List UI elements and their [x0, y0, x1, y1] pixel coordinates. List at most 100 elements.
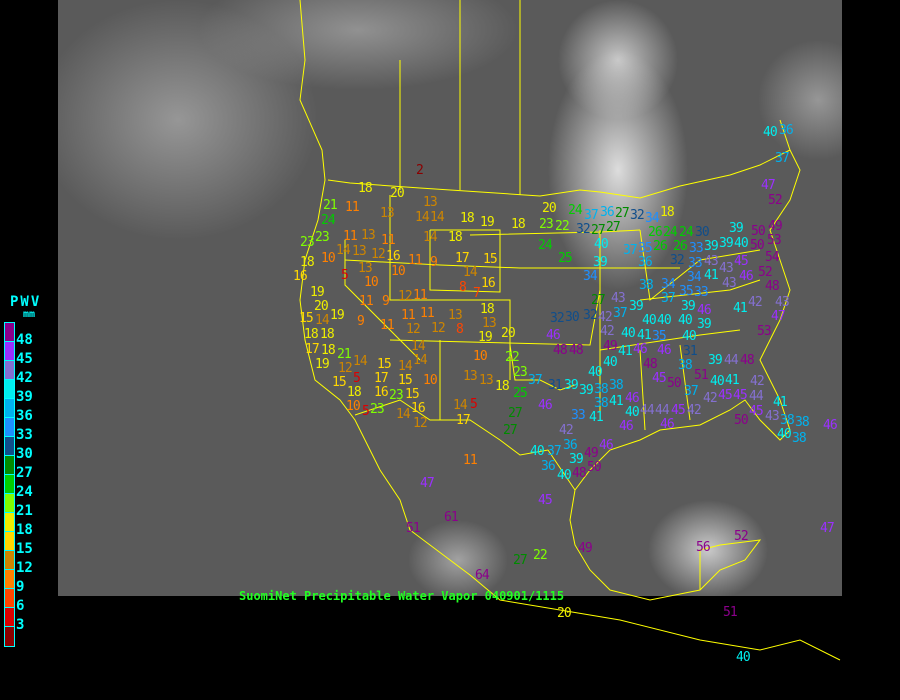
station-pwv-value: 11: [420, 306, 435, 321]
state-line: [389, 195, 511, 380]
station-pwv-value: 15: [398, 373, 413, 388]
station-pwv-value: 5: [353, 371, 361, 386]
station-pwv-value: 40: [594, 237, 609, 252]
station-pwv-value: 13: [380, 206, 395, 221]
station-pwv-value: 18: [358, 181, 373, 196]
station-pwv-value: 40: [557, 468, 572, 483]
legend-label: 27: [16, 465, 33, 481]
station-pwv-value: 37: [684, 384, 699, 399]
station-pwv-value: 9: [430, 255, 438, 270]
station-pwv-value: 50: [750, 238, 765, 253]
station-pwv-value: 21: [323, 198, 338, 213]
station-pwv-value: 14: [463, 265, 478, 280]
station-pwv-value: 53: [757, 324, 772, 339]
station-pwv-value: 15: [332, 375, 347, 390]
station-pwv-value: 17: [456, 413, 471, 428]
station-pwv-value: 50: [667, 376, 682, 391]
legend-label: 9: [16, 579, 25, 595]
station-pwv-value: 23: [513, 365, 528, 380]
station-pwv-value: 39: [708, 353, 723, 368]
station-pwv-value: 33: [571, 408, 586, 423]
station-pwv-value: 27: [513, 553, 528, 568]
gulf-coastline: [574, 119, 801, 491]
station-pwv-value: 11: [359, 294, 374, 309]
station-pwv-value: 36: [779, 123, 794, 138]
station-pwv-value: 35: [652, 329, 667, 344]
station-pwv-value: 42: [559, 423, 574, 438]
station-pwv-value: 27: [615, 206, 630, 221]
station-pwv-value: 46: [619, 419, 634, 434]
station-pwv-value: 38: [609, 378, 624, 393]
station-pwv-value: 42: [600, 324, 615, 339]
station-pwv-value: 32: [550, 311, 565, 326]
station-pwv-value: 24: [679, 225, 694, 240]
station-pwv-value: 45: [718, 388, 733, 403]
state-line: [344, 240, 421, 361]
station-pwv-value: 40: [734, 236, 749, 251]
station-pwv-value: 11: [345, 200, 360, 215]
station-pwv-value: 40: [736, 650, 751, 665]
station-pwv-value: 48: [569, 343, 584, 358]
station-pwv-value: 19: [480, 215, 495, 230]
station-pwv-value: 5: [341, 268, 349, 283]
mexico-coastline: [569, 489, 762, 601]
station-pwv-value: 33: [688, 256, 703, 271]
station-pwv-value: 10: [423, 373, 438, 388]
station-pwv-value: 46: [660, 417, 675, 432]
station-pwv-value: 49: [768, 219, 783, 234]
station-pwv-value: 44: [724, 353, 739, 368]
station-pwv-value: 48: [643, 357, 658, 372]
station-pwv-value: 40: [682, 329, 697, 344]
station-pwv-value: 45: [733, 388, 748, 403]
legend-title: PWV: [10, 294, 42, 310]
station-pwv-value: 37: [775, 151, 790, 166]
station-pwv-value: 45: [538, 493, 553, 508]
station-pwv-value: 39: [704, 239, 719, 254]
station-pwv-value: 13: [358, 261, 373, 276]
station-pwv-value: 46: [599, 438, 614, 453]
station-pwv-value: 30: [695, 225, 710, 240]
station-pwv-value: 48: [765, 279, 780, 294]
legend-label: 3: [16, 617, 25, 633]
station-pwv-value: 24: [568, 203, 583, 218]
station-pwv-value: 37: [547, 444, 562, 459]
station-pwv-value: 24: [321, 213, 336, 228]
station-pwv-value: 47: [420, 476, 435, 491]
station-pwv-value: 25: [513, 386, 528, 401]
map-caption: SuomiNet Precipitable Water Vapor 040901…: [239, 589, 565, 603]
station-pwv-value: 51: [723, 605, 738, 620]
station-pwv-value: 12: [413, 416, 428, 431]
station-pwv-value: 40: [642, 313, 657, 328]
station-pwv-value: 40: [530, 444, 545, 459]
legend-label: 21: [16, 503, 33, 519]
station-pwv-value: 37: [613, 306, 628, 321]
state-line: [429, 229, 501, 293]
station-pwv-value: 16: [293, 269, 308, 284]
state-line: [639, 279, 761, 301]
station-pwv-value: 41: [725, 373, 740, 388]
station-pwv-value: 15: [483, 252, 498, 267]
station-pwv-value: 18: [511, 217, 526, 232]
station-pwv-value: 11: [408, 253, 423, 268]
station-pwv-value: 34: [661, 277, 676, 292]
station-pwv-value: 41: [589, 410, 604, 425]
station-pwv-value: 42: [748, 295, 763, 310]
station-pwv-value: 39: [719, 236, 734, 251]
station-pwv-value: 44: [640, 403, 655, 418]
station-pwv-value: 11: [343, 229, 358, 244]
station-pwv-value: 19: [315, 357, 330, 372]
legend-label: 48: [16, 332, 33, 348]
station-pwv-value: 13: [423, 195, 438, 210]
station-pwv-value: 11: [380, 318, 395, 333]
station-pwv-value: 50: [587, 460, 602, 475]
station-pwv-value: 14: [353, 354, 368, 369]
station-pwv-value: 18: [321, 343, 336, 358]
station-pwv-value: 12: [431, 321, 446, 336]
station-pwv-value: 24: [663, 225, 678, 240]
station-pwv-value: 17: [374, 371, 389, 386]
station-pwv-value: 47: [771, 309, 786, 324]
station-pwv-value: 39: [681, 299, 696, 314]
station-pwv-value: 41: [773, 395, 788, 410]
